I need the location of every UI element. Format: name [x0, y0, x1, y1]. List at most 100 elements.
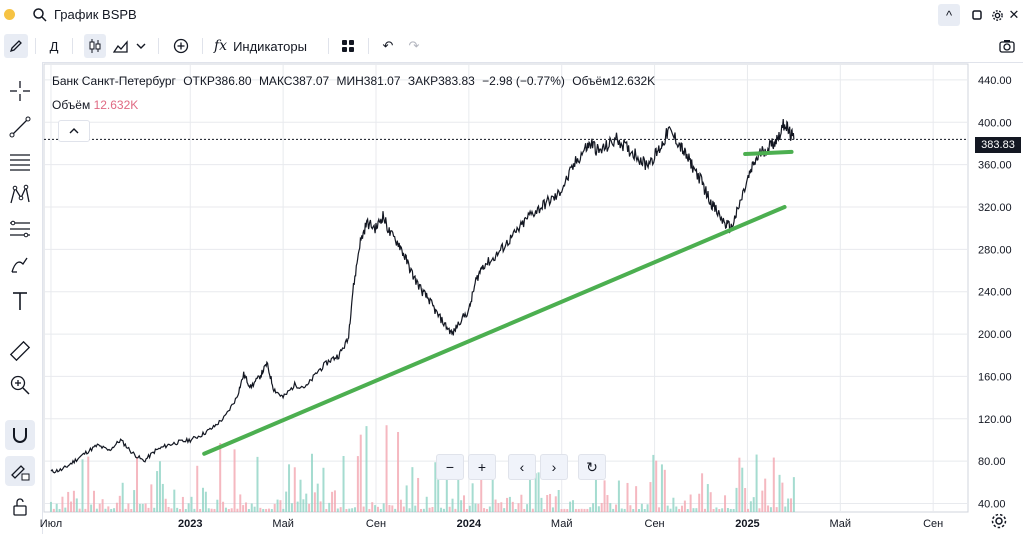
volume-bar: [594, 466, 597, 512]
y-tick-label: 200.00: [978, 329, 1012, 341]
volume-bar: [474, 503, 477, 512]
volume-bar: [101, 499, 104, 512]
volume-bar: [721, 508, 724, 512]
volume-bar: [572, 500, 575, 512]
y-tick-label: 120.00: [978, 414, 1012, 426]
volume-bar: [514, 509, 517, 512]
gear-icon[interactable]: [990, 512, 1008, 530]
area-chart-icon[interactable]: [110, 34, 132, 58]
volume-bar: [772, 457, 775, 512]
plus-circle-icon[interactable]: [170, 34, 192, 58]
volume-bar: [184, 508, 187, 512]
volume-bar: [643, 508, 646, 512]
volume-bar: [531, 508, 534, 512]
fib-icon[interactable]: [5, 214, 35, 244]
volume-bar: [623, 508, 626, 512]
layout-icon[interactable]: [338, 34, 358, 58]
volume-bar: [325, 508, 328, 512]
search-icon[interactable]: [32, 7, 48, 23]
pencil-icon[interactable]: [4, 34, 28, 58]
lock-drawing-icon[interactable]: [5, 456, 35, 486]
volume-bar: [706, 484, 709, 512]
volume-bar: [715, 507, 718, 512]
brush-icon[interactable]: [5, 250, 35, 280]
unlock-icon[interactable]: [5, 492, 35, 522]
change-value: −2.98 (−0.77%): [482, 74, 565, 88]
horizontal-lines-icon[interactable]: [5, 146, 35, 176]
volume-bar: [150, 484, 153, 512]
volume-bar: [543, 508, 546, 512]
gear-icon[interactable]: [986, 4, 1008, 26]
close-icon[interactable]: ✕: [1008, 7, 1020, 22]
volume-bar: [615, 504, 618, 512]
volume-bar: [95, 508, 98, 512]
trendline-icon[interactable]: [5, 112, 35, 142]
period-button[interactable]: Д: [49, 38, 59, 54]
volume-bar: [342, 455, 345, 512]
volume-bar: [322, 467, 325, 512]
restore-icon[interactable]: [966, 4, 988, 26]
volume-bar: [586, 508, 589, 512]
volume-bar: [703, 508, 706, 512]
volume-bar: [371, 502, 374, 512]
crosshair-icon[interactable]: [5, 76, 35, 106]
scroll-right-button[interactable]: ›: [540, 454, 568, 480]
magnet-icon[interactable]: [5, 420, 35, 450]
y-tick-label: 440.00: [978, 75, 1012, 87]
volume-bar: [233, 449, 236, 512]
volume-bar: [153, 507, 156, 512]
volume-bar: [781, 482, 784, 512]
ruler-icon[interactable]: [5, 336, 35, 366]
scroll-left-button[interactable]: ‹: [508, 454, 536, 480]
volume-bar: [216, 499, 219, 512]
fx-icon: fx: [214, 38, 228, 54]
candles-icon[interactable]: [84, 34, 106, 58]
volume-bar: [87, 456, 90, 512]
toolbar-divider: [368, 38, 369, 54]
volume-bar: [256, 456, 259, 512]
volume-bar: [90, 504, 93, 512]
volume-bar: [299, 479, 302, 512]
volume-bar: [273, 503, 276, 512]
pattern-icon[interactable]: [5, 180, 35, 210]
volume-bar: [563, 508, 566, 512]
volume-bar: [735, 487, 738, 512]
volume-bar: [709, 492, 712, 512]
camera-icon[interactable]: [996, 34, 1018, 58]
volume-bar: [49, 501, 52, 512]
volume-bar: [190, 496, 193, 512]
volume-bar: [746, 508, 749, 512]
volume-bar: [405, 485, 408, 512]
chevron-down-icon[interactable]: [134, 34, 148, 58]
zoom-in-button[interactable]: +: [468, 454, 496, 480]
volume-bar: [632, 509, 635, 512]
volume-bar: [460, 500, 463, 512]
volume-bar: [67, 491, 70, 512]
volume-bar: [124, 508, 127, 512]
volume-bar: [181, 496, 184, 512]
indicators-button[interactable]: fx Индикаторы: [214, 34, 324, 58]
chevron-up-icon[interactable]: ^: [938, 4, 960, 26]
volume-bar: [603, 480, 606, 512]
volume-bar: [767, 505, 770, 512]
undo-icon[interactable]: ↶: [382, 38, 394, 53]
volume-bar: [701, 473, 704, 512]
text-icon[interactable]: [5, 286, 35, 316]
volume-bar: [296, 501, 299, 512]
window-title[interactable]: График BSPB: [54, 7, 137, 22]
reset-chart-button[interactable]: ↻: [578, 454, 606, 480]
price-series-line: [50, 118, 795, 474]
zoom-in-icon[interactable]: [5, 370, 35, 400]
zoom-out-button[interactable]: −: [436, 454, 464, 480]
volume-bar: [104, 508, 107, 512]
volume-bar: [333, 490, 336, 512]
volume-bar: [113, 508, 116, 512]
chevron-up-icon: [69, 128, 79, 134]
redo-icon[interactable]: ↷: [408, 38, 420, 53]
volume-bar: [176, 507, 179, 512]
volume-bar: [738, 457, 741, 512]
collapse-legend-button[interactable]: [58, 120, 90, 142]
volume-bar: [792, 477, 795, 512]
volume-bar: [640, 503, 643, 512]
